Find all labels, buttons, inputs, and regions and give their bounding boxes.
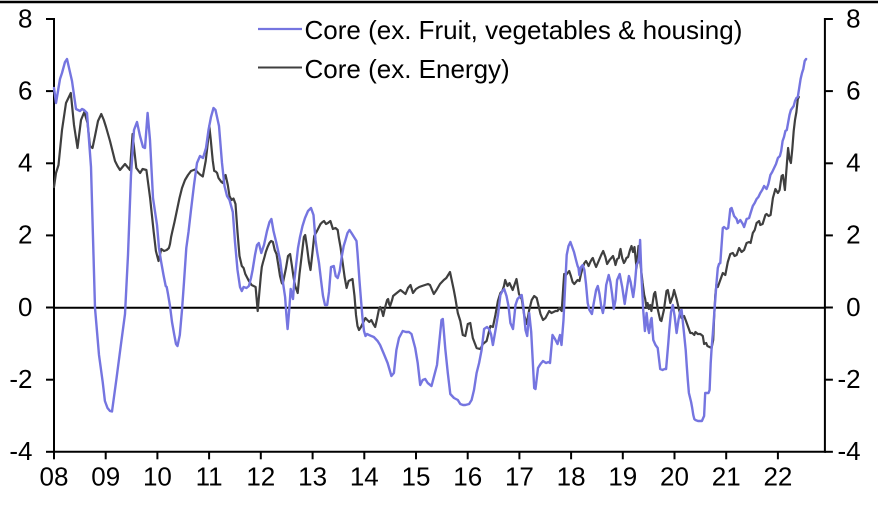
svg-text:08: 08	[40, 462, 69, 492]
svg-text:-2: -2	[837, 364, 860, 394]
svg-text:16: 16	[453, 462, 482, 492]
svg-text:-2: -2	[9, 364, 32, 394]
svg-text:10: 10	[143, 462, 172, 492]
svg-text:18: 18	[557, 462, 586, 492]
svg-text:6: 6	[18, 75, 32, 105]
svg-text:17: 17	[505, 462, 534, 492]
svg-text:20: 20	[660, 462, 689, 492]
svg-text:Core (ex. Fruit, vegetables &: Core (ex. Fruit, vegetables & housing)	[305, 15, 743, 45]
svg-text:0: 0	[18, 292, 32, 322]
svg-text:0: 0	[846, 292, 860, 322]
svg-text:22: 22	[763, 462, 792, 492]
svg-text:4: 4	[846, 148, 860, 178]
svg-text:15: 15	[402, 462, 431, 492]
svg-text:2: 2	[846, 220, 860, 250]
svg-text:-4: -4	[837, 436, 860, 466]
svg-text:-4: -4	[9, 436, 32, 466]
svg-text:Core (ex. Energy): Core (ex. Energy)	[305, 54, 510, 84]
svg-text:13: 13	[298, 462, 327, 492]
svg-text:8: 8	[18, 3, 32, 33]
svg-text:21: 21	[712, 462, 741, 492]
svg-text:8: 8	[846, 3, 860, 33]
svg-text:11: 11	[196, 462, 223, 492]
svg-text:09: 09	[91, 462, 120, 492]
svg-text:2: 2	[18, 220, 32, 250]
svg-text:19: 19	[608, 462, 637, 492]
svg-text:4: 4	[18, 148, 32, 178]
svg-text:14: 14	[350, 462, 379, 492]
svg-text:12: 12	[246, 462, 275, 492]
svg-text:6: 6	[846, 75, 860, 105]
